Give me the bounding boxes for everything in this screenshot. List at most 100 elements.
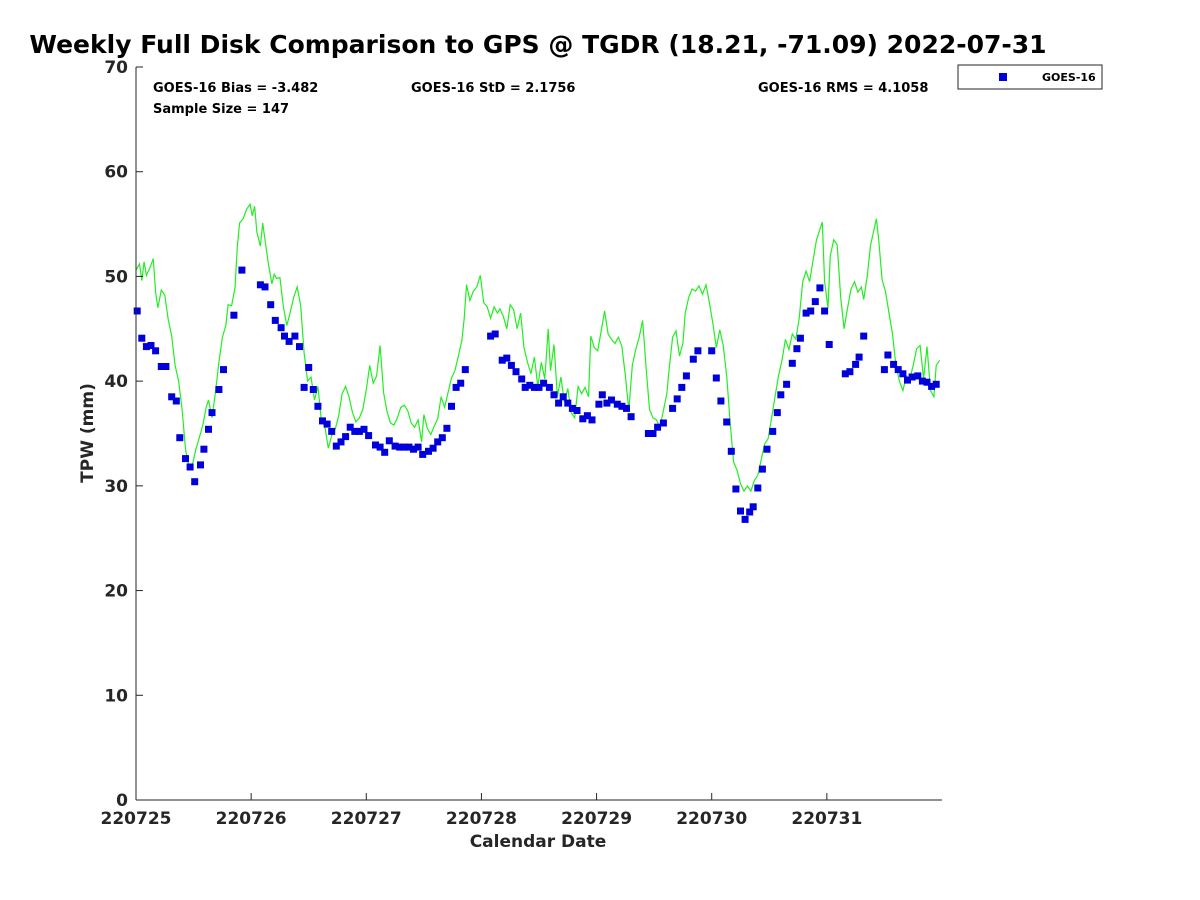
goes16-point: [644, 430, 652, 437]
goes16-point: [712, 374, 720, 382]
goes16-point: [669, 404, 677, 412]
goes16-point: [521, 383, 529, 391]
goes16-point: [487, 332, 495, 340]
goes16-point: [880, 366, 888, 374]
goes16-point: [215, 386, 223, 393]
goes16-point: [319, 417, 326, 425]
goes16-point: [583, 412, 591, 420]
goes16-point: [545, 383, 553, 391]
sample-size-annotation: Sample Size = 147: [153, 102, 289, 117]
goes16-point: [314, 402, 322, 410]
goes16-point: [918, 377, 926, 385]
goes16-point: [337, 438, 345, 446]
goes16-point: [346, 423, 354, 431]
goes16-point: [309, 386, 317, 393]
goes16-point: [351, 427, 359, 435]
goes16-point: [595, 400, 603, 408]
goes16-point: [535, 383, 543, 391]
goes16-point: [305, 364, 313, 371]
goes16-point: [890, 360, 898, 368]
plot-area: [136, 67, 942, 800]
goes16-point: [300, 383, 308, 391]
y-tick-label: 70: [104, 58, 128, 78]
goes16-point: [737, 507, 744, 515]
y-ticks: 0 10 20 30 40 50 60 70: [104, 58, 143, 811]
goes16-point: [332, 442, 340, 450]
goes16-point: [372, 441, 379, 449]
goes16-point: [673, 395, 681, 403]
goes16-point: [846, 368, 854, 376]
x-tick-label: 220729: [561, 809, 632, 829]
goes16-point: [777, 391, 785, 399]
goes16-point: [773, 409, 781, 417]
legend-label-goes16: GOES-16: [1042, 71, 1096, 84]
goes16-point: [277, 324, 285, 332]
goes16-point: [238, 266, 246, 274]
goes16-point: [526, 381, 534, 389]
goes16-point: [271, 316, 279, 324]
goes16-point: [461, 366, 469, 374]
x-axis-label: Calendar Date: [470, 832, 607, 852]
goes16-point: [281, 332, 288, 340]
goes16-point: [355, 427, 363, 435]
y-tick-label: 10: [104, 686, 128, 706]
y-tick-label: 60: [104, 163, 128, 183]
goes16-point: [443, 424, 451, 432]
goes16-point: [904, 376, 911, 384]
goes16-point: [821, 307, 829, 315]
chart-title: Weekly Full Disk Comparison to GPS @ TGD…: [29, 30, 1046, 59]
goes16-point: [894, 366, 902, 374]
goes16-point: [932, 380, 940, 388]
goes16-point: [342, 433, 350, 441]
goes16-point: [613, 400, 621, 408]
goes16-point: [425, 447, 432, 455]
legend-marker-goes16: [999, 73, 1007, 81]
goes16-point: [603, 399, 611, 407]
goes16-point: [627, 413, 635, 421]
goes16-point: [555, 399, 563, 407]
goes16-point: [884, 351, 892, 359]
goes16-point: [732, 485, 740, 493]
goes16-point: [323, 420, 331, 428]
goes16-point: [564, 399, 572, 407]
goes16-point: [749, 503, 757, 511]
goes16-point: [608, 396, 615, 404]
goes16-point: [182, 455, 189, 463]
goes16-point: [133, 307, 141, 315]
goes16-point: [410, 445, 417, 453]
goes16-point: [741, 515, 749, 523]
x-tick-label: 220728: [446, 809, 517, 829]
goes16-point: [205, 425, 212, 433]
goes16-point: [365, 432, 373, 440]
goes16-point: [285, 337, 293, 345]
goes16-point: [512, 368, 520, 376]
goes16-point: [689, 355, 697, 363]
bias-annotation: GOES-16 Bias = -3.482: [153, 81, 318, 96]
goes16-point: [754, 484, 762, 492]
goes16-point: [860, 332, 868, 340]
goes16-point: [162, 363, 170, 370]
goes16-point: [396, 443, 404, 451]
x-tick-label: 220727: [331, 809, 402, 829]
goes16-point: [758, 465, 766, 473]
goes16-point: [588, 416, 596, 424]
goes16-point: [618, 402, 626, 410]
goes16-point: [448, 402, 455, 410]
goes16-point: [518, 375, 526, 383]
goes16-point: [457, 379, 465, 387]
goes16-point: [503, 354, 511, 362]
goes16-point: [414, 443, 422, 451]
goes16-point: [200, 445, 208, 453]
goes16-point: [168, 393, 176, 401]
goes16-point: [659, 419, 667, 427]
goes16-point: [498, 356, 506, 364]
y-tick-label: 30: [104, 477, 128, 497]
goes16-point: [783, 380, 791, 388]
goes16-point: [191, 478, 199, 486]
goes16-point: [746, 508, 754, 516]
goes16-point: [405, 443, 413, 451]
x-ticks: 220725 220726 220727 220728 220729 220730 2207…: [101, 793, 862, 829]
goes16-point: [400, 443, 408, 451]
y-tick-label: 20: [104, 582, 128, 602]
goes16-point: [142, 343, 150, 351]
